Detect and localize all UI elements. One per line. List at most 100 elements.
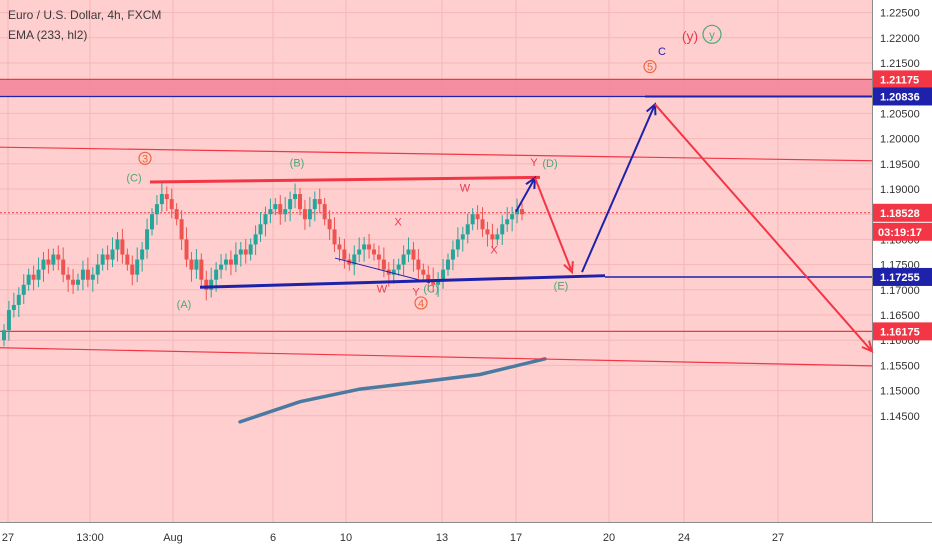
y-tick-label: 1.22500 [880,8,920,20]
candle-body [273,204,278,210]
candle-body [100,254,105,265]
candle-body [16,294,21,305]
candle-body [51,254,56,265]
candle-body [150,214,154,230]
candle-body [90,274,95,280]
candle-body [56,254,61,260]
time-axis[interactable] [0,522,932,551]
wave-label: Y [530,157,538,169]
candle-body [130,264,135,275]
candle-body [490,234,495,240]
candle-body [105,254,110,260]
candle-body [510,214,515,220]
wave-label-circle [138,151,152,165]
wave-label: (y) [682,28,698,44]
candle-body [307,209,312,220]
wave-label: (E) [554,280,569,292]
price-label-bg [873,87,932,106]
wave-label: (C) [126,172,141,184]
projection-path [534,177,573,273]
projection-path [515,177,536,213]
candle-body [317,199,322,205]
candle-body [174,209,179,220]
candle-body [446,259,450,270]
candle-body [465,224,470,235]
symbol-title: Euro / U.S. Dollar, 4h, FXCM [8,8,162,22]
candle-body [357,249,362,255]
candle-body [95,264,100,275]
projection-arrowhead [861,340,874,354]
x-tick-label: 27 [2,532,14,544]
price-label: 1.20836 [880,91,920,103]
projection-path [654,103,873,352]
candle-body [520,209,524,215]
candle-body [460,234,465,240]
candle-body [71,279,76,285]
candle-body [302,209,307,220]
candle-body [332,229,337,245]
wave-label: (B) [290,157,305,169]
candle-body [426,274,431,280]
candle-body [154,204,159,215]
candle-body [169,199,174,210]
candle-body [500,224,505,235]
candle-body [288,199,293,210]
price-label-bg [873,70,932,89]
candle-body [2,330,6,341]
ema-line [238,357,547,424]
candle-body [80,269,85,280]
trend-line [0,347,873,367]
x-tick-label: 24 [678,532,690,544]
resistance-zone [0,79,872,97]
candle-body [204,279,209,290]
candle-body [450,249,455,260]
candle-body [470,214,475,225]
candle-body [110,249,115,260]
candle-body [263,214,268,225]
price-label-bg [873,267,932,286]
y-tick-label: 1.22000 [880,33,920,45]
candle-body [46,259,51,265]
countdown-bg [873,222,932,241]
wave-label: Y [412,286,420,298]
x-tick-label: 6 [270,532,276,544]
candle-body [411,249,416,260]
candle-body [115,239,120,250]
wave-label: (A) [177,299,192,311]
candle-body [298,194,302,210]
projection-path [581,103,656,273]
candle-body [11,304,16,310]
candle-body [362,244,367,250]
candle-body [238,249,243,255]
candle-body [495,234,500,240]
candle-body [21,284,26,295]
candle-body [391,269,396,275]
candle-body [278,204,283,215]
candle-body [406,249,411,255]
candle-body [179,219,184,240]
candle-body [475,214,480,220]
wave-label-circle [643,59,657,74]
candle-body [258,224,263,235]
x-tick-label: Aug [163,532,183,544]
wave-label: 3 [142,153,148,165]
candle-body [189,259,194,270]
x-tick-label: 27 [772,532,784,544]
wave-label-circle [702,24,722,44]
candle-body [6,309,11,331]
candle-body [145,229,150,250]
candle-body [184,239,189,260]
candle-body [505,219,510,225]
price-label-bg [873,203,932,222]
candle-body [293,194,298,200]
candle-body [312,199,317,210]
candle-body [135,259,140,275]
candle-body [416,259,421,270]
candle-body [248,244,253,255]
candle-body [327,219,332,230]
y-tick-label: 1.16500 [880,310,920,322]
candle-body [381,259,386,270]
wave-label: X [490,245,498,257]
candle-body [31,274,36,280]
